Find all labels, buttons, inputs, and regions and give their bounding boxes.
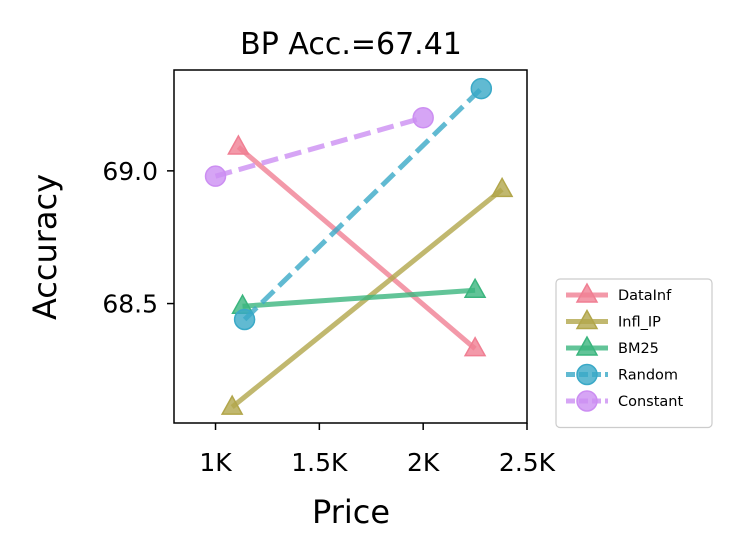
y-tick-label-0: 68.5 [102,290,158,319]
legend-label-3: Random [618,368,678,384]
data-point-4-0 [204,165,227,187]
data-point-0-1 [463,336,487,357]
legend-marker-3 [576,363,598,386]
legend-label-0: DataInf [618,288,672,304]
data-point-1-1 [490,176,514,198]
legend: DataInf Infl_IP BM25 Random Constant [555,278,713,429]
series-line-0 [236,145,477,351]
legend-marker-2 [575,335,599,356]
legend-frame [555,278,713,429]
legend-marker-0 [575,282,599,303]
x-tick-label-0: 1K [199,448,232,477]
series-bm25 [231,277,487,314]
data-point-4-1 [412,107,434,129]
data-point-3-0 [233,308,256,331]
x-tick-label-1: 1.5K [291,448,348,477]
legend-label-2: BM25 [618,341,659,357]
x-tick-label-2: 2K [407,448,440,477]
plot-frame [173,69,528,424]
data-point-0-0 [227,134,250,155]
data-point-2-1 [463,277,487,299]
y-tick-label-1: 69.0 [102,157,158,186]
x-tick-label-3: 2.5K [499,448,556,477]
data-point-1-0 [220,394,244,415]
legend-marker-4 [576,390,598,412]
x-axis-label: Price [312,493,390,531]
series-line-3 [242,86,484,322]
series-constant [204,107,434,187]
legend-label-1: Infl_IP [618,315,661,331]
y-axis-label: Accuracy [26,174,64,320]
series-random [233,77,493,331]
legend-label-4: Constant [618,394,684,410]
series-datainf [227,134,487,357]
chart-title: BP Acc.=67.41 [240,27,462,62]
data-point-3-1 [470,77,493,100]
series-line-4 [214,115,424,179]
series-line-2 [242,287,476,309]
legend-marker-1 [575,308,599,330]
